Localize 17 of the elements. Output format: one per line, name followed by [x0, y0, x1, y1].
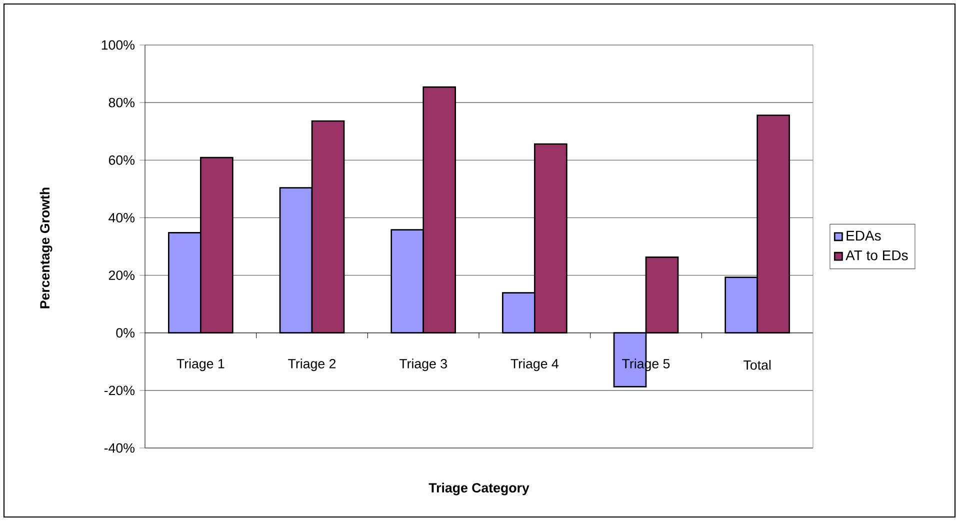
- y-tick-label: -20%: [104, 386, 134, 396]
- x-tick-label: Total: [744, 360, 771, 370]
- y-tick-label: 80%: [108, 98, 134, 108]
- y-tick-label: 60%: [108, 155, 134, 165]
- x-axis-title: Triage Category: [428, 482, 530, 496]
- x-tick-label: Triage 3: [399, 358, 447, 372]
- legend-label: EDAs: [846, 230, 881, 241]
- x-tick-label: Triage 4: [510, 358, 558, 372]
- y-tick-label: 100%: [102, 40, 134, 50]
- y-tick-label: 0%: [116, 328, 134, 338]
- legend-label: AT to EDs: [846, 250, 908, 260]
- x-tick-label: Triage 2: [288, 358, 336, 372]
- y-tick-label: 20%: [108, 270, 134, 280]
- y-tick-label: -40%: [104, 443, 134, 453]
- y-axis-title: Percentage Growth: [40, 188, 52, 308]
- y-tick-label: 40%: [108, 212, 134, 222]
- x-tick-label: Triage 1: [176, 358, 224, 372]
